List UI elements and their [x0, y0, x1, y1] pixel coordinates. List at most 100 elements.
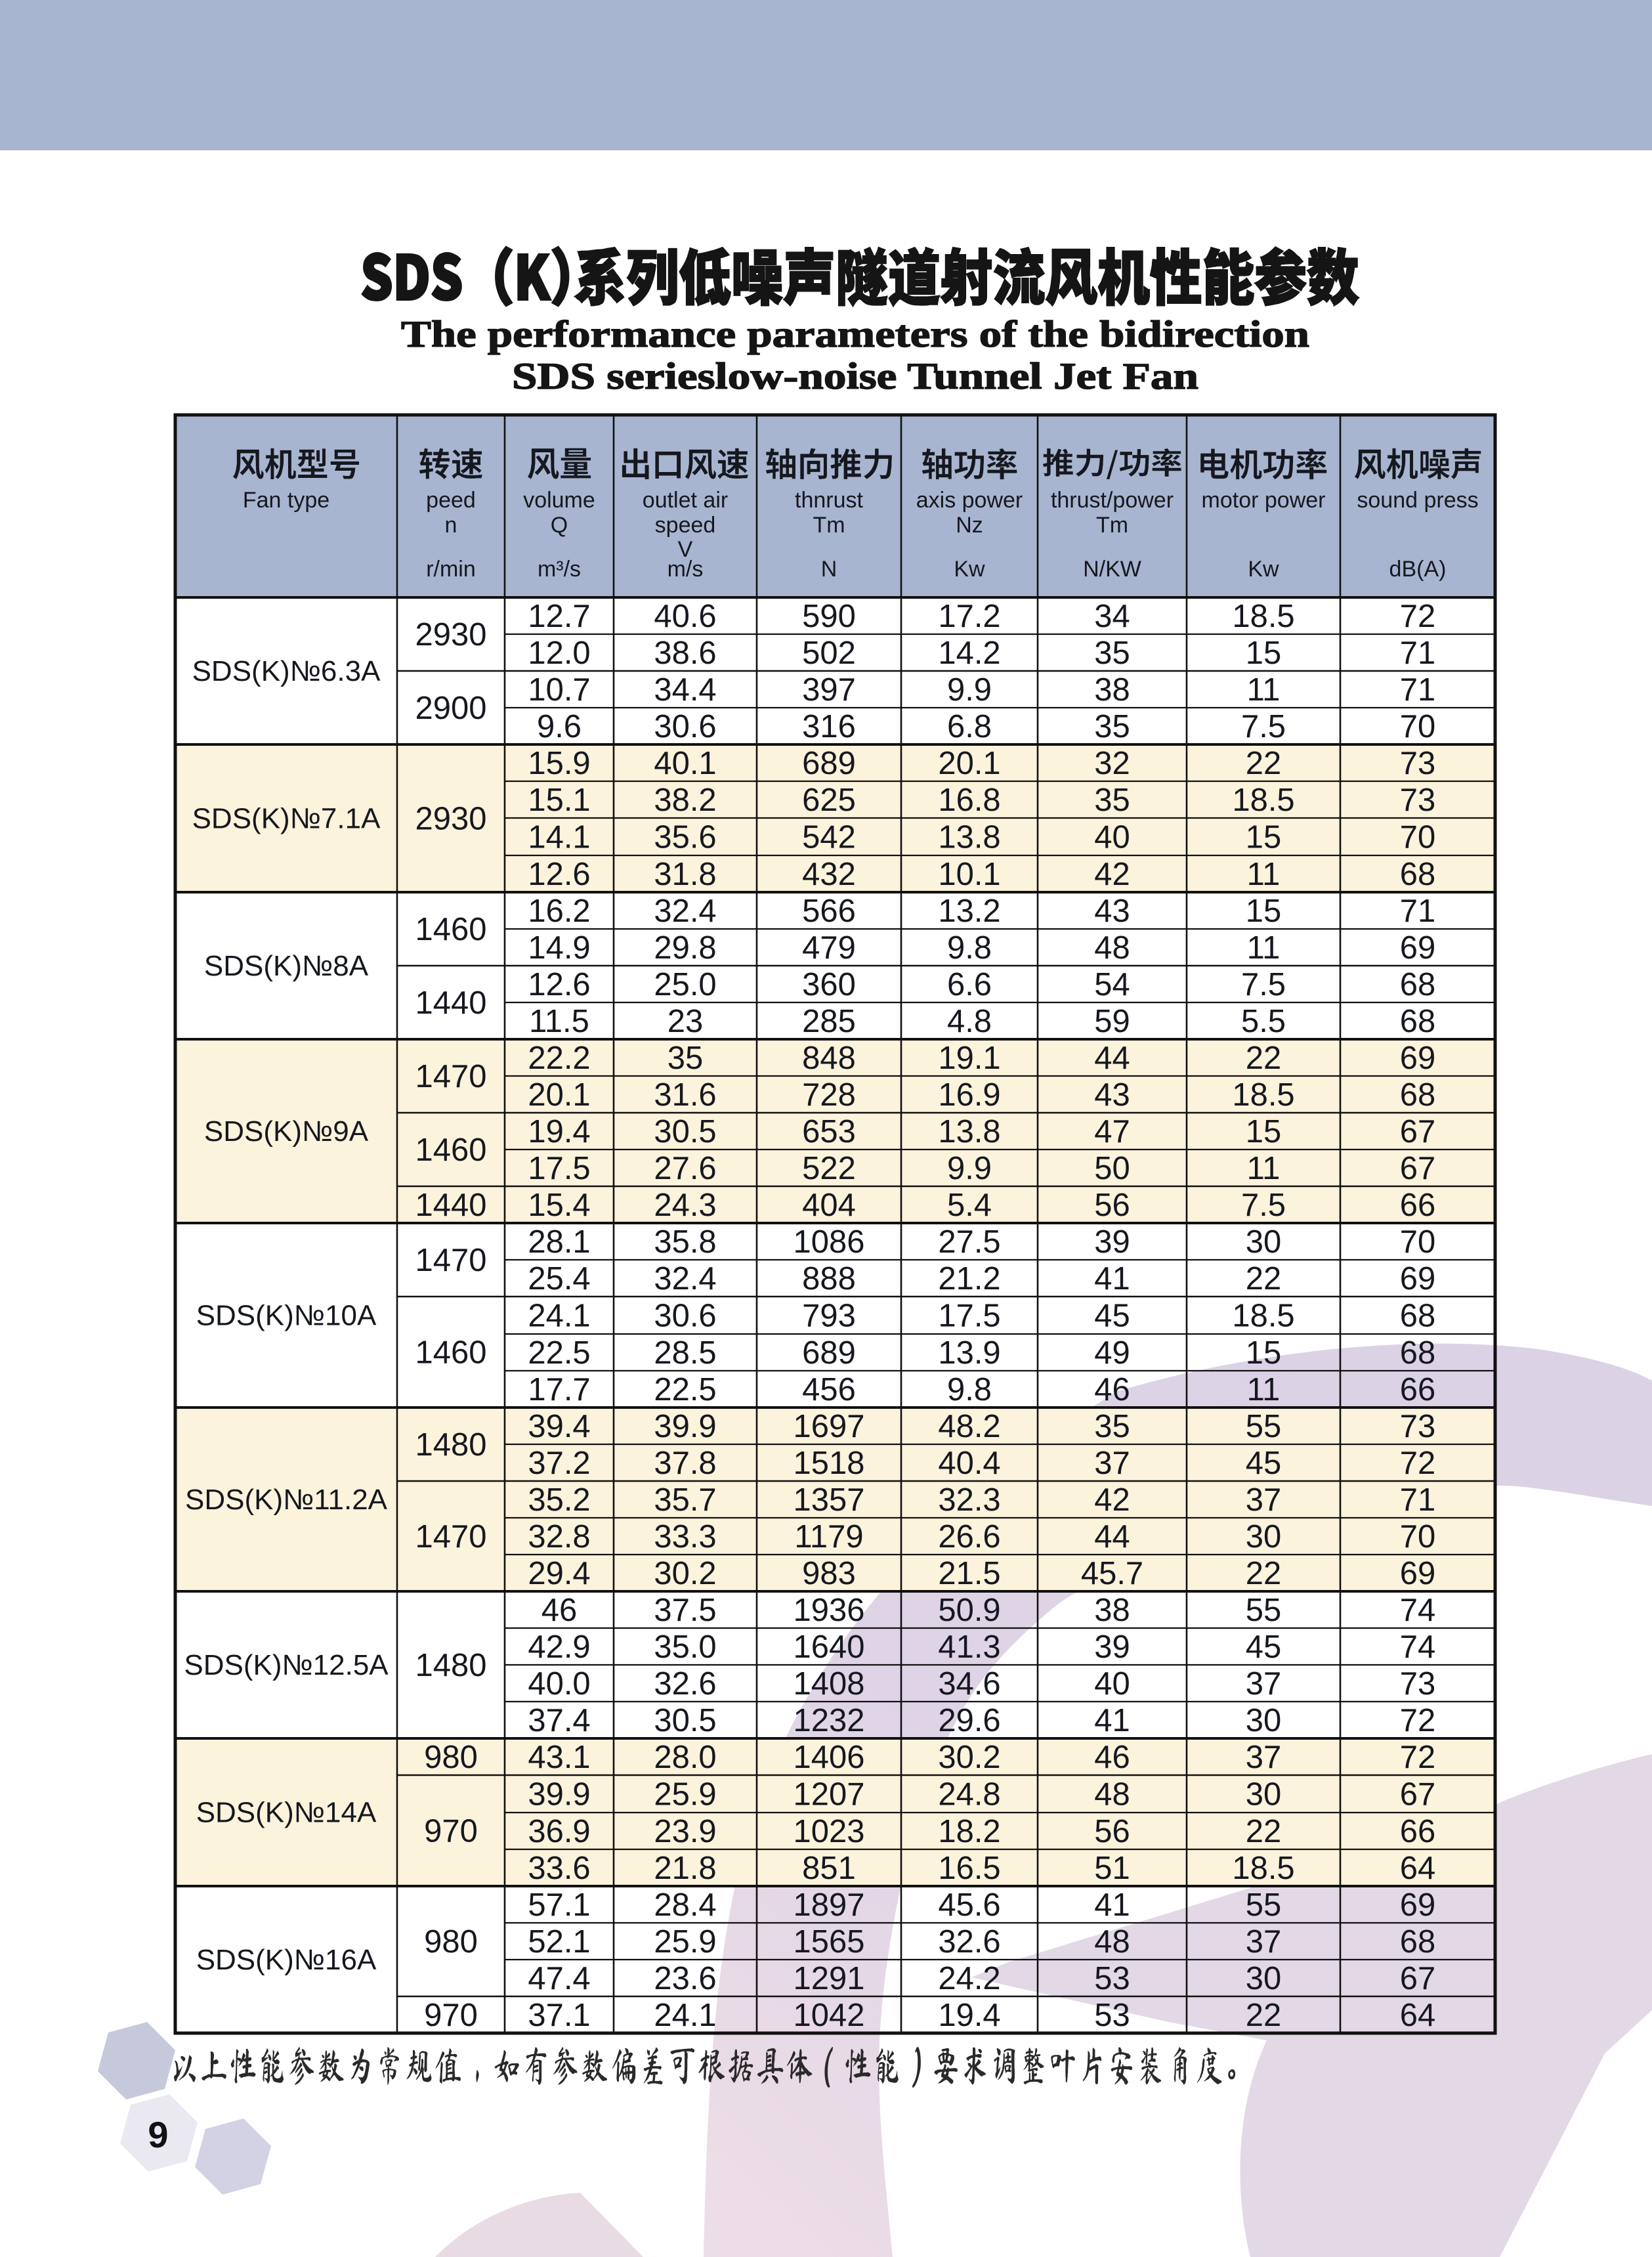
- svg-text:Kw: Kw: [1248, 557, 1279, 582]
- svg-text:1460: 1460: [415, 1335, 486, 1371]
- svg-text:69: 69: [1400, 1556, 1436, 1591]
- svg-text:16.5: 16.5: [938, 1851, 1000, 1886]
- svg-text:24.8: 24.8: [938, 1777, 1000, 1813]
- svg-text:39.9: 39.9: [528, 1777, 590, 1813]
- svg-text:73: 73: [1400, 1666, 1436, 1702]
- svg-text:970: 970: [424, 1814, 478, 1849]
- svg-text:motor power: motor power: [1202, 488, 1326, 513]
- svg-text:24.1: 24.1: [528, 1299, 590, 1334]
- svg-text:29.6: 29.6: [938, 1703, 1000, 1738]
- svg-text:1086: 1086: [793, 1224, 864, 1260]
- svg-text:40.6: 40.6: [654, 599, 716, 634]
- svg-text:21.5: 21.5: [938, 1556, 1000, 1591]
- svg-text:47: 47: [1094, 1114, 1130, 1150]
- svg-text:SDS(K)№10A: SDS(K)№10A: [196, 1300, 377, 1332]
- svg-text:456: 456: [802, 1372, 856, 1408]
- svg-text:13.8: 13.8: [938, 820, 1000, 855]
- svg-text:502: 502: [802, 635, 856, 671]
- svg-text:6.6: 6.6: [947, 967, 992, 1002]
- svg-text:18.5: 18.5: [1232, 1851, 1294, 1886]
- svg-text:24.1: 24.1: [654, 1998, 716, 2033]
- svg-text:42: 42: [1094, 857, 1130, 892]
- svg-text:1936: 1936: [793, 1593, 864, 1628]
- svg-text:5.4: 5.4: [947, 1188, 992, 1223]
- svg-text:46: 46: [1094, 1372, 1130, 1408]
- svg-text:V: V: [678, 537, 693, 562]
- svg-text:30.6: 30.6: [654, 1299, 716, 1334]
- svg-text:6.8: 6.8: [947, 709, 992, 744]
- svg-text:42: 42: [1094, 1482, 1130, 1518]
- svg-text:22: 22: [1246, 746, 1282, 781]
- svg-text:35.7: 35.7: [654, 1482, 716, 1518]
- svg-text:25.0: 25.0: [654, 967, 716, 1002]
- svg-text:N/KW: N/KW: [1083, 557, 1141, 582]
- svg-text:18.5: 18.5: [1232, 599, 1294, 634]
- svg-text:2900: 2900: [415, 691, 486, 726]
- svg-text:35.6: 35.6: [654, 820, 716, 855]
- svg-text:31.6: 31.6: [654, 1077, 716, 1113]
- svg-text:45: 45: [1246, 1629, 1282, 1665]
- svg-text:38: 38: [1094, 1593, 1130, 1628]
- svg-text:1697: 1697: [793, 1409, 864, 1444]
- svg-text:volume: volume: [523, 488, 595, 513]
- svg-text:67: 67: [1400, 1151, 1436, 1186]
- svg-text:32: 32: [1094, 746, 1130, 781]
- svg-text:18.5: 18.5: [1232, 783, 1294, 818]
- svg-text:31.8: 31.8: [654, 857, 716, 892]
- svg-text:15: 15: [1246, 635, 1282, 671]
- svg-text:35.0: 35.0: [654, 1629, 716, 1665]
- svg-text:1357: 1357: [793, 1482, 864, 1518]
- svg-text:522: 522: [802, 1151, 856, 1186]
- svg-text:888: 888: [802, 1261, 856, 1297]
- svg-text:22: 22: [1246, 1556, 1282, 1591]
- svg-text:1023: 1023: [793, 1814, 864, 1849]
- svg-text:70: 70: [1400, 709, 1436, 744]
- svg-text:44: 44: [1094, 1519, 1130, 1555]
- svg-text:Fan type: Fan type: [243, 488, 329, 513]
- svg-text:40.4: 40.4: [938, 1446, 1000, 1481]
- svg-text:48.2: 48.2: [938, 1409, 1000, 1444]
- svg-text:38.6: 38.6: [654, 635, 716, 671]
- svg-text:28.5: 28.5: [654, 1335, 716, 1371]
- svg-text:sound press: sound press: [1357, 488, 1478, 513]
- svg-text:71: 71: [1400, 1482, 1436, 1518]
- svg-text:1042: 1042: [793, 1998, 864, 2033]
- svg-text:23.9: 23.9: [654, 1814, 716, 1849]
- svg-text:37.4: 37.4: [528, 1703, 590, 1738]
- svg-text:66: 66: [1400, 1372, 1436, 1408]
- svg-text:dB(A): dB(A): [1389, 557, 1447, 582]
- svg-text:1406: 1406: [793, 1740, 864, 1775]
- svg-text:40.1: 40.1: [654, 746, 716, 781]
- svg-text:11: 11: [1247, 1372, 1281, 1408]
- svg-text:68: 68: [1400, 1924, 1436, 1960]
- svg-text:15.4: 15.4: [528, 1188, 590, 1223]
- svg-text:12.0: 12.0: [528, 635, 590, 671]
- svg-text:590: 590: [802, 599, 856, 634]
- svg-text:13.8: 13.8: [938, 1114, 1000, 1150]
- svg-text:14.1: 14.1: [528, 820, 590, 855]
- svg-text:SDS(K)№8A: SDS(K)№8A: [204, 950, 369, 982]
- svg-text:2930: 2930: [415, 617, 486, 653]
- svg-text:68: 68: [1400, 967, 1436, 1002]
- svg-text:40.0: 40.0: [528, 1666, 590, 1702]
- svg-text:9.9: 9.9: [947, 1151, 992, 1186]
- svg-text:73: 73: [1400, 746, 1436, 781]
- svg-text:37: 37: [1246, 1740, 1282, 1775]
- svg-text:72: 72: [1400, 1703, 1436, 1738]
- svg-text:18.5: 18.5: [1232, 1299, 1294, 1334]
- svg-text:55: 55: [1246, 1887, 1282, 1923]
- svg-text:32.3: 32.3: [938, 1482, 1000, 1518]
- svg-text:1565: 1565: [793, 1924, 864, 1960]
- svg-text:48: 48: [1094, 1777, 1130, 1813]
- svg-text:73: 73: [1400, 1409, 1436, 1444]
- svg-text:25.9: 25.9: [654, 1777, 716, 1813]
- svg-text:28.4: 28.4: [654, 1887, 716, 1923]
- svg-text:42.9: 42.9: [528, 1629, 590, 1665]
- svg-text:30.5: 30.5: [654, 1703, 716, 1738]
- svg-text:41: 41: [1094, 1703, 1130, 1738]
- svg-text:55: 55: [1246, 1593, 1282, 1628]
- svg-text:2930: 2930: [415, 802, 486, 837]
- svg-text:14.9: 14.9: [528, 930, 590, 966]
- svg-text:30: 30: [1246, 1961, 1282, 1996]
- svg-text:53: 53: [1094, 1998, 1130, 2033]
